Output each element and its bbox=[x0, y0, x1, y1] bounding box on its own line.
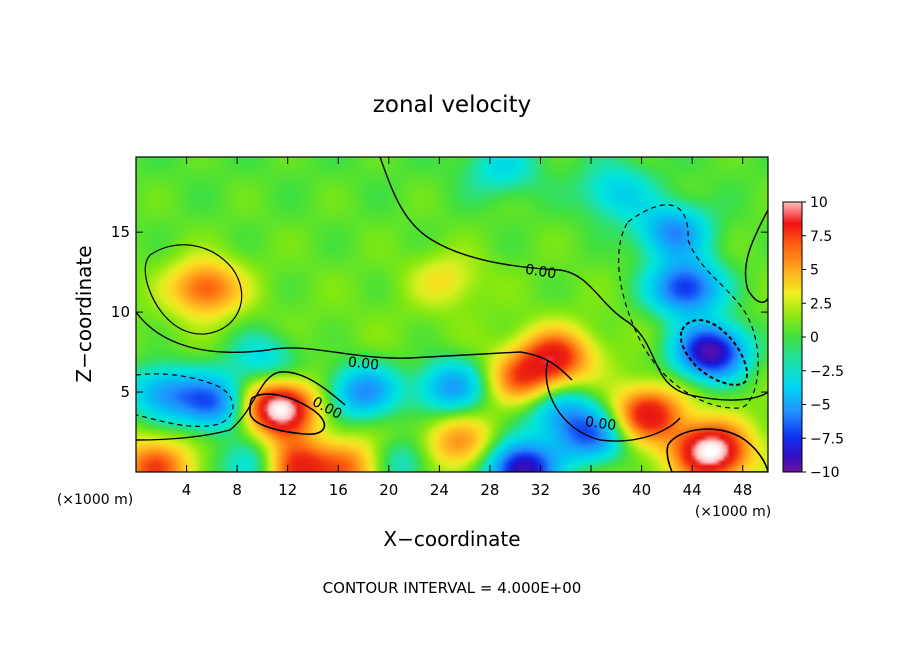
zero-contour-right bbox=[545, 359, 681, 442]
y-tick-label: 15 bbox=[111, 223, 130, 241]
colorbar-tick-label: 2.5 bbox=[810, 296, 832, 312]
x-tick-label: 28 bbox=[480, 481, 499, 499]
colorbar-tick-label: 7.5 bbox=[810, 229, 832, 245]
x-axis-label: X−coordinate bbox=[383, 527, 520, 551]
x-tick-label: 36 bbox=[581, 481, 600, 499]
contour-label: 0.00 bbox=[584, 414, 617, 434]
x-tick-label: 4 bbox=[182, 481, 192, 499]
minimum-contour-strong bbox=[679, 319, 748, 386]
x-tick-label: 48 bbox=[733, 481, 752, 499]
z-unit-label: (×1000 m) bbox=[695, 504, 771, 520]
maximum-contour-low-right bbox=[666, 428, 768, 472]
x-tick-label: 24 bbox=[430, 481, 449, 499]
plot-area: 0.00 0.00 0.00 0.00 bbox=[136, 157, 768, 472]
x-tick-label: 32 bbox=[531, 481, 550, 499]
y-axis-ticks: 5 10 15 bbox=[111, 223, 768, 401]
colorbar-tick-label: −2.5 bbox=[810, 364, 844, 380]
colorbar-tick-label: 0 bbox=[810, 330, 819, 346]
contour-lines bbox=[136, 157, 768, 472]
minimum-contour-right bbox=[618, 204, 759, 409]
minimum-contour-left bbox=[136, 373, 234, 427]
colorbar: 10 7.5 5 2.5 0 −2.5 −5 −7.5 −10 bbox=[782, 195, 844, 481]
y-axis-label: Z−coordinate bbox=[72, 245, 96, 382]
contour-interval-footer: CONTOUR INTERVAL = 4.000E+00 bbox=[323, 579, 582, 597]
contour-label: 0.00 bbox=[524, 262, 557, 283]
maximum-contour-left bbox=[144, 244, 243, 335]
plot-frame bbox=[135, 156, 769, 473]
y-tick-label: 5 bbox=[120, 383, 130, 401]
colorbar-tick-label: 5 bbox=[810, 263, 819, 279]
maximum-contour-low-left bbox=[249, 393, 326, 435]
chart-title: zonal velocity bbox=[373, 92, 531, 118]
colorbar-ramp bbox=[782, 201, 803, 473]
zero-contour-edge bbox=[744, 209, 768, 303]
x-unit-label: (×1000 m) bbox=[57, 492, 133, 508]
contour-label: 0.00 bbox=[347, 354, 380, 373]
colorbar-tick-label: −7.5 bbox=[810, 431, 844, 447]
x-tick-label: 20 bbox=[379, 481, 398, 499]
x-tick-label: 8 bbox=[232, 481, 242, 499]
x-tick-label: 44 bbox=[683, 481, 702, 499]
colorbar-ticks: 10 7.5 5 2.5 0 −2.5 −5 −7.5 −10 bbox=[802, 195, 844, 481]
colorbar-tick-label: 10 bbox=[810, 195, 828, 211]
x-tick-label: 16 bbox=[329, 481, 348, 499]
x-tick-label: 12 bbox=[278, 481, 297, 499]
zero-contour-middle bbox=[136, 311, 573, 381]
y-tick-label: 10 bbox=[111, 303, 130, 321]
colorbar-tick-label: −10 bbox=[810, 465, 840, 481]
x-axis-ticks: 4 8 12 16 20 24 28 32 36 40 44 48 bbox=[182, 157, 752, 499]
x-tick-label: 40 bbox=[632, 481, 651, 499]
colorbar-tick-label: −5 bbox=[810, 398, 831, 414]
zero-contour-low bbox=[136, 371, 346, 441]
